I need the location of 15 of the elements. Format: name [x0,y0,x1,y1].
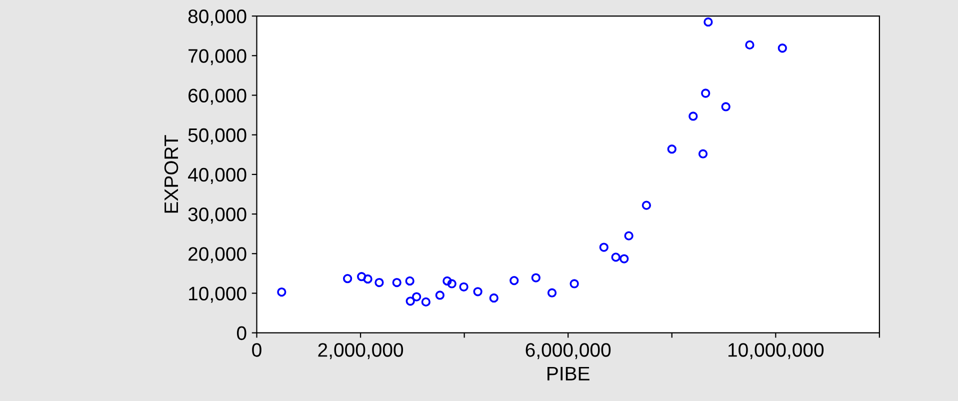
y-tick-label: 60,000 [188,88,246,105]
y-axis-title: EXPORT [164,135,178,213]
x-tick-label: 6,000,000 [526,343,611,360]
y-tick-label: 30,000 [188,208,246,224]
x-tick-label: 0 [252,343,262,357]
x-tick-label: 2,000,000 [318,343,404,360]
y-tick-label: 50,000 [188,128,246,144]
y-tick-label: 40,000 [188,168,246,184]
x-tick-label: 10,000,000 [728,343,824,360]
y-tick-label: 80,000 [188,10,246,26]
y-tick-label: 10,000 [189,286,246,303]
x-axis-title: PIBE [548,366,590,380]
y-tick-label: 70,000 [188,49,246,66]
y-tick-label: 20,000 [188,247,246,264]
y-tick-label: 0 [236,326,246,340]
